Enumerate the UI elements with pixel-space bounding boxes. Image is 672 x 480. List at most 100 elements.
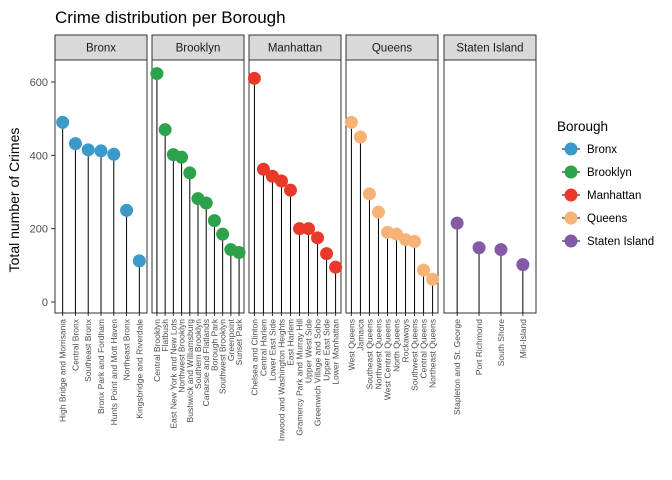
lollipop-point xyxy=(68,137,82,151)
legend-entry-label: Staten Island xyxy=(587,236,654,248)
lollipop-point xyxy=(107,147,121,161)
lollipop-point xyxy=(183,166,197,180)
x-tick-label: North Queens xyxy=(392,319,402,372)
lollipop-point xyxy=(329,260,343,274)
x-tick-label: Gramercy Park and Murray Hill xyxy=(295,319,305,436)
lollipop-point xyxy=(132,254,146,268)
lollipop-point xyxy=(472,241,486,255)
lollipop-point xyxy=(311,231,325,245)
x-tick-label: High Bridge and Morrisania xyxy=(58,319,68,422)
x-tick-label: Central Bronx xyxy=(70,318,80,371)
chart-title: Crime distribution per Borough xyxy=(55,8,286,27)
lollipop-point xyxy=(232,246,246,259)
facet-strip xyxy=(345,34,439,61)
x-tick-label: Hunts Point and Mott Haven xyxy=(109,319,119,426)
x-tick-label: Borough Park xyxy=(209,318,219,371)
x-tick-label: East New York and New Lots xyxy=(168,319,178,429)
lollipop-point xyxy=(56,115,70,129)
lollipop-point xyxy=(256,162,270,176)
facet-strip-label: Bronx xyxy=(86,43,116,55)
facet-panel: Staten Island Stapleton and St. George Por… xyxy=(443,34,537,415)
y-tick-label: 400 xyxy=(30,150,48,162)
x-tick-label: East Harlem xyxy=(285,319,295,366)
lollipop-point xyxy=(274,174,288,188)
lollipop-point xyxy=(216,227,230,241)
facet-panel: Bronx High Bridge and Morrisania Central B… xyxy=(54,34,148,426)
x-tick-label: Bronx Park and Fordham xyxy=(96,319,106,414)
facet-strip xyxy=(151,34,245,61)
lollipop-point xyxy=(175,150,189,164)
lollipop-point xyxy=(494,243,508,257)
x-tick-label: Upper East Side xyxy=(322,319,332,381)
y-tick-label: 600 xyxy=(30,77,48,89)
facet-strip-label: Brooklyn xyxy=(176,43,221,55)
x-tick-label: Mid-Island xyxy=(518,319,528,358)
lollipop-point xyxy=(417,263,431,277)
legend-key-swatch xyxy=(564,234,578,248)
lollipop-point xyxy=(158,123,172,137)
lollipop-point xyxy=(81,143,95,157)
lollipop-point xyxy=(302,222,316,236)
x-tick-label: West Central Queens xyxy=(382,319,392,400)
facet-panel: Queens West Queens Jamaica Southeast Queens… xyxy=(344,34,440,400)
facet-strip-label: Staten Island xyxy=(456,43,523,55)
lollipop-point xyxy=(150,67,164,81)
legend-key-swatch xyxy=(564,142,578,156)
y-axis-label: Total number of Crimes xyxy=(6,128,22,273)
x-tick-label: Southeast Bronx xyxy=(83,318,93,382)
lollipop-point xyxy=(94,144,108,158)
lollipop-point xyxy=(293,222,307,236)
lollipop-point xyxy=(320,247,334,261)
facet-panel-border xyxy=(345,59,439,314)
y-tick-label: 200 xyxy=(30,224,48,236)
lollipop-point xyxy=(516,258,530,272)
x-tick-label: Flatbush xyxy=(160,319,170,352)
lollipop-point xyxy=(120,203,134,217)
y-axis: 0 200 400 600 xyxy=(30,77,55,309)
facet-panel-border xyxy=(443,59,537,314)
legend: Borough Bronx Brooklyn Manhattan Queens Stat… xyxy=(557,119,654,248)
lollipop-point xyxy=(283,183,297,197)
x-tick-label: Northwest Brooklyn xyxy=(177,319,187,393)
x-tick-label: Southwest Brooklyn xyxy=(218,319,228,394)
lollipop-point xyxy=(371,205,385,219)
facet-strip xyxy=(54,34,148,61)
x-tick-label: Port Richmond xyxy=(474,319,484,375)
legend-entry-label: Queens xyxy=(587,213,628,225)
x-tick-label: Bushwick and Williamsburg xyxy=(185,319,195,423)
x-tick-label: Jamaica xyxy=(355,319,365,351)
x-tick-label: Chelsea and Clinton xyxy=(249,319,259,396)
x-tick-label: Southeast Queens xyxy=(364,319,374,389)
x-tick-label: Inwood and Washington Heights xyxy=(276,319,286,441)
facet-strip xyxy=(443,34,537,61)
facet-strip-label: Manhattan xyxy=(268,43,322,55)
x-tick-label: Central Harlem xyxy=(258,319,268,376)
x-tick-label: Northeast Queens xyxy=(428,319,438,388)
x-tick-label: Greenpoint xyxy=(226,318,236,361)
facet-strip xyxy=(248,34,342,61)
x-tick-label: Kingsbridge and Riverdale xyxy=(134,319,144,419)
lollipop-point xyxy=(199,196,213,210)
lollipop-point xyxy=(353,130,367,144)
lollipop-point xyxy=(408,235,422,248)
x-tick-label: Lower East Side xyxy=(267,319,277,381)
x-tick-label: Northwest Queens xyxy=(373,319,383,389)
legend-title: Borough xyxy=(557,119,608,134)
x-tick-label: South Shore xyxy=(496,319,506,367)
x-tick-label: Southern Brooklyn xyxy=(193,319,203,389)
lollipop-point xyxy=(426,272,440,286)
x-tick-label: Northeast Bronx xyxy=(122,318,132,380)
x-tick-label: Upper West Side xyxy=(304,319,314,383)
facet-panel: Manhattan Chelsea and Clinton Central Harl… xyxy=(247,34,343,441)
y-tick-label: 0 xyxy=(42,297,48,309)
legend-entry-label: Bronx xyxy=(587,144,617,156)
x-tick-label: Central Queens xyxy=(419,319,429,379)
lollipop-point xyxy=(344,115,358,129)
legend-key-swatch xyxy=(564,211,578,225)
lollipop-point xyxy=(207,214,221,228)
x-tick-label: Canarsie and Flatlands xyxy=(201,319,211,406)
legend-entry-label: Manhattan xyxy=(587,190,641,202)
legend-key-swatch xyxy=(564,188,578,202)
